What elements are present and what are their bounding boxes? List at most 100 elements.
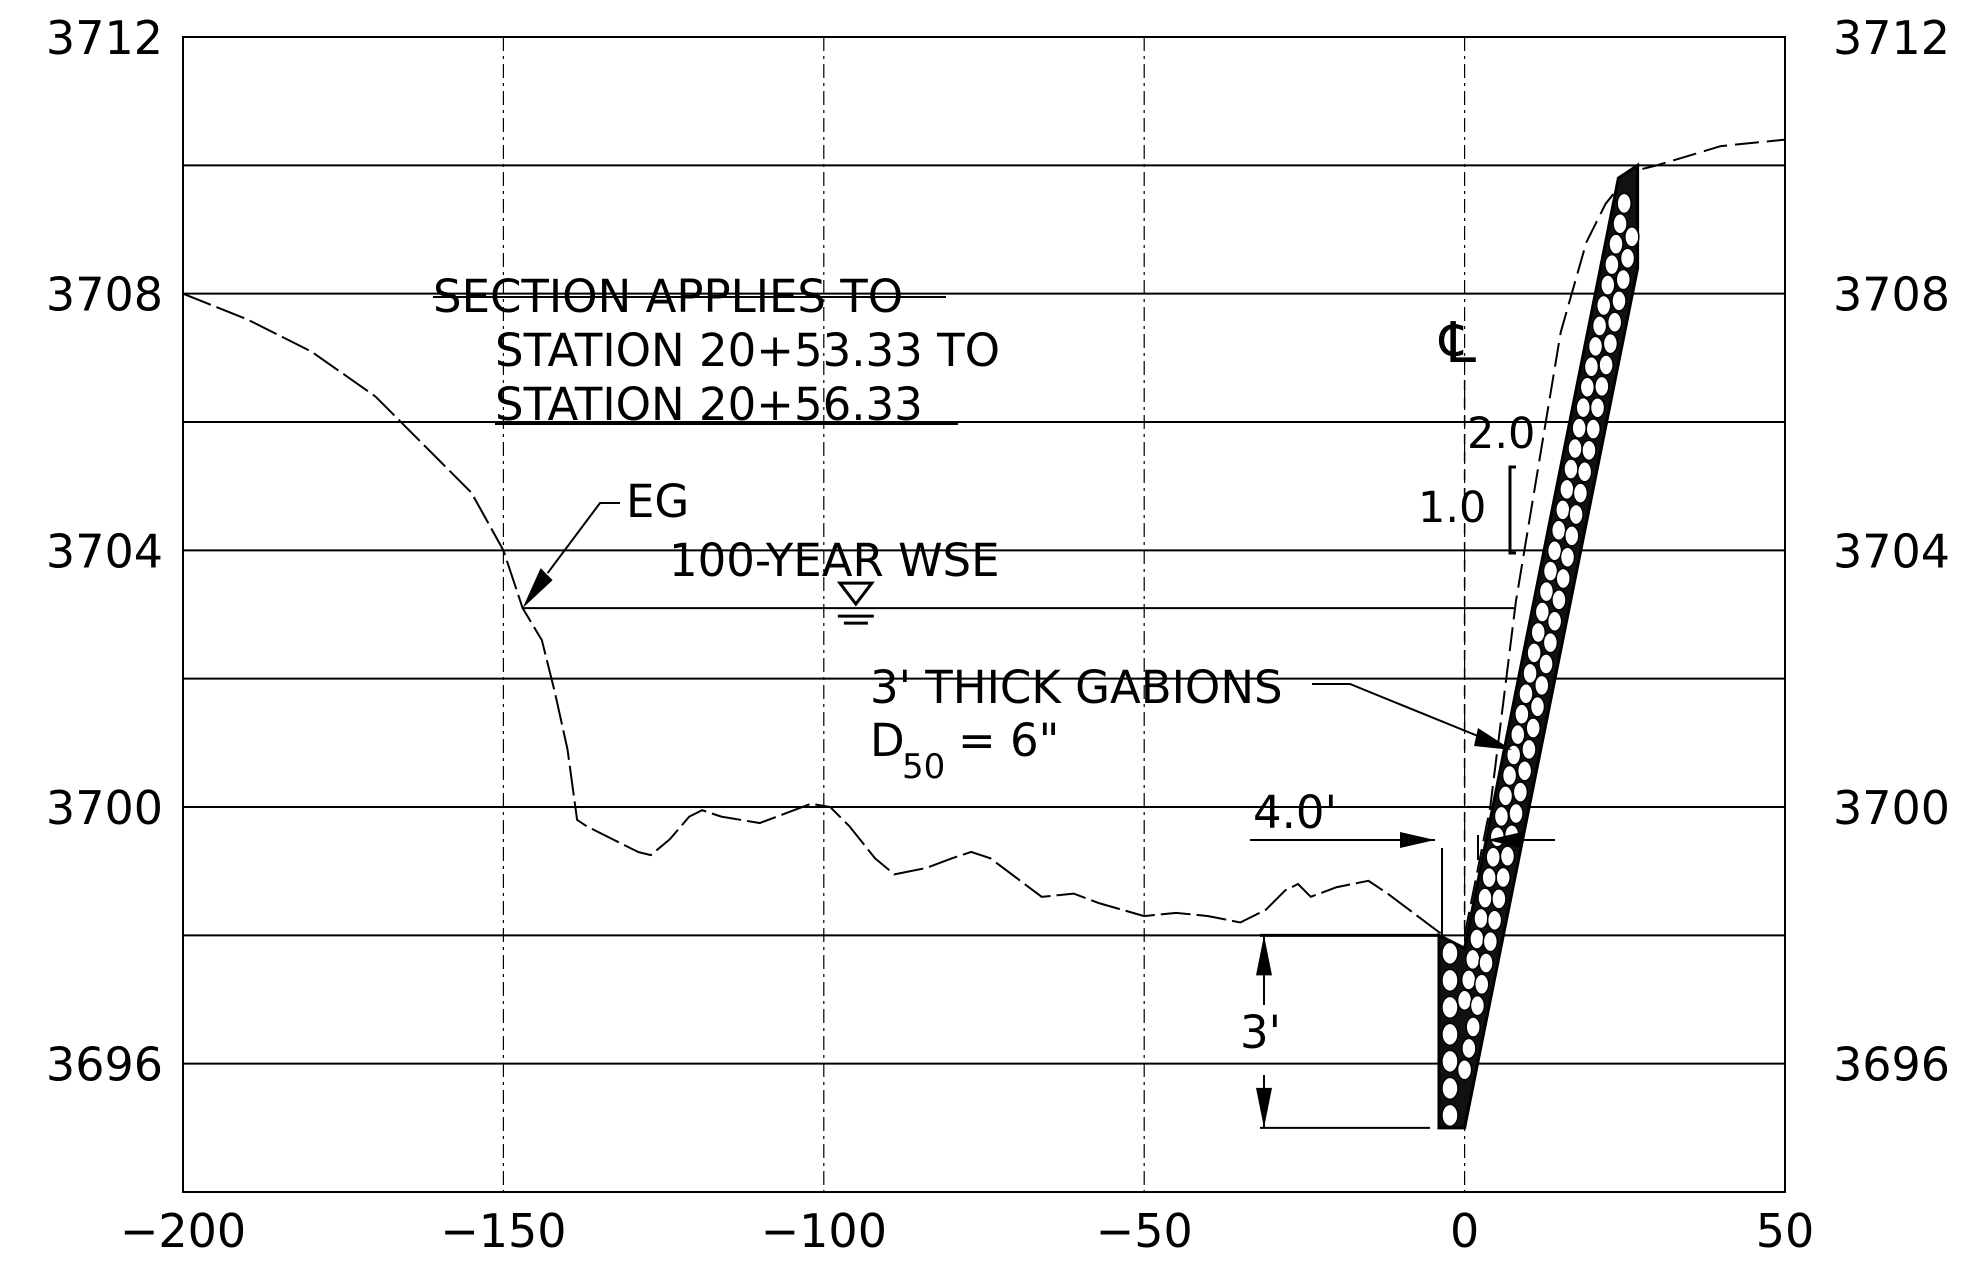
gabion-stone: [1559, 478, 1575, 501]
y-tick-label-right: 3712: [1833, 11, 1950, 65]
gabion-stone: [1508, 802, 1524, 825]
x-tick-label: −100: [761, 1204, 887, 1258]
gabion-stone: [1481, 866, 1497, 889]
gabion-stone: [1571, 417, 1587, 439]
profile-layer: [182, 138, 1786, 937]
gabion-stone: [1594, 375, 1610, 398]
gabion-stone: [1486, 909, 1503, 931]
x-tick-label: 0: [1450, 1204, 1479, 1258]
x-tick-label: −150: [440, 1204, 566, 1258]
grid-layer: [183, 37, 1785, 1192]
x-tick-label: −50: [1096, 1204, 1193, 1258]
width-dimension-label: 4.0': [1253, 786, 1337, 839]
gabion-stone: [1538, 653, 1554, 675]
gabion-stone: [1587, 335, 1604, 358]
width-dim-arrow: [1400, 832, 1435, 848]
gabion-stone: [1512, 781, 1529, 803]
gabion-stone: [1469, 994, 1486, 1017]
gabion-stone: [1616, 192, 1632, 215]
gabion-stone: [1474, 973, 1490, 996]
y-tick-label-left: 3696: [46, 1038, 163, 1092]
ticks-layer: −200 −150 −100 −50 0 50 3712 3708 3704 3700 3696 37…: [46, 11, 1950, 1258]
gabion-stone: [1534, 601, 1551, 623]
gabions-label: 3' THICK GABIONS: [870, 661, 1283, 714]
gabion-stone: [1589, 396, 1606, 419]
y-tick-label-right: 3704: [1833, 524, 1950, 578]
gabion-stone: [1465, 948, 1481, 971]
depth-dimension-label: 3': [1240, 1006, 1281, 1059]
gabion-stone: [1612, 213, 1628, 235]
gabion-stone: [1579, 376, 1596, 398]
existing-bank-line: [1463, 138, 1786, 936]
gabion-stone: [1624, 226, 1640, 248]
gabion-stone: [1576, 461, 1593, 483]
gabion-stone: [1563, 458, 1579, 480]
gabion-stone: [1555, 499, 1571, 521]
gabion-stone: [1516, 759, 1533, 782]
eg-leader-line: [546, 502, 620, 574]
y-tick-label-left: 3708: [46, 268, 163, 322]
existing-ground-line: [182, 292, 1446, 937]
gabion-stone: [1551, 589, 1567, 611]
gabion-stone: [1469, 928, 1485, 950]
gabion-stone: [1473, 907, 1489, 930]
gabion-stone: [1477, 887, 1493, 909]
gabion-stone: [1499, 845, 1516, 867]
gabion-stone: [1501, 764, 1518, 787]
gabion-stone: [1478, 952, 1494, 974]
gabion-leader-arrow: [1474, 728, 1512, 750]
section-note-line3: STATION 20+56.33: [495, 378, 923, 431]
eg-arrowhead: [522, 568, 553, 609]
gabion-stone: [1505, 744, 1522, 766]
slope-run-label: 2.0: [1467, 409, 1535, 459]
gabion-stone: [1461, 1037, 1477, 1060]
depth-dim-arrow: [1256, 935, 1272, 976]
gabion-stone: [1598, 354, 1614, 376]
gabion-stone: [1441, 1022, 1459, 1047]
gabion-stone: [1521, 738, 1537, 761]
gabion-stone: [1606, 311, 1623, 334]
gabion-stone: [1441, 1049, 1459, 1074]
x-tick-label: 50: [1756, 1204, 1815, 1258]
wse-label: 100-YEAR WSE: [669, 534, 1000, 587]
gabion-stone: [1530, 621, 1546, 644]
gabion-layer: [1250, 162, 1640, 1130]
gabion-stone: [1581, 439, 1597, 462]
gabion-leader-line: [1312, 683, 1501, 746]
y-tick-label-left: 3704: [46, 524, 163, 578]
gabion-stone: [1529, 695, 1546, 718]
gabion-stone: [1441, 968, 1459, 993]
gabion-stone: [1600, 274, 1616, 296]
gabion-stone: [1611, 290, 1627, 312]
gabion-stone: [1460, 969, 1477, 991]
gabion-stone: [1441, 1103, 1459, 1128]
gabion-stone: [1604, 253, 1620, 276]
gabion-stone: [1456, 989, 1473, 1012]
gabion-stone: [1567, 437, 1583, 460]
gabion-stone: [1550, 519, 1567, 542]
d50-value: = 6": [958, 714, 1059, 767]
gabion-stone: [1559, 546, 1576, 568]
centerline-symbol: ℄: [1438, 311, 1476, 376]
gabion-stone: [1608, 233, 1624, 255]
gabion-stone: [1456, 1058, 1473, 1081]
gabion-stone: [1542, 631, 1559, 654]
gabion-stone: [1619, 247, 1636, 269]
depth-dim-arrow: [1256, 1087, 1272, 1128]
gabion-stone: [1615, 268, 1632, 291]
gabion-stone: [1526, 642, 1542, 664]
d50-label: D: [870, 714, 905, 767]
y-tick-label-right: 3696: [1833, 1038, 1950, 1092]
gabion-stone: [1514, 703, 1530, 725]
gabion-stone: [1465, 1016, 1481, 1038]
gabion-stone: [1555, 567, 1571, 590]
slope-rise-label: 1.0: [1418, 483, 1486, 533]
gabion-stone: [1497, 785, 1514, 807]
gabion-stone: [1518, 682, 1534, 705]
gabion-stone: [1575, 396, 1591, 419]
gabion-stone: [1546, 539, 1563, 562]
gabion-stone: [1564, 525, 1580, 547]
gabion-stone: [1542, 560, 1559, 582]
